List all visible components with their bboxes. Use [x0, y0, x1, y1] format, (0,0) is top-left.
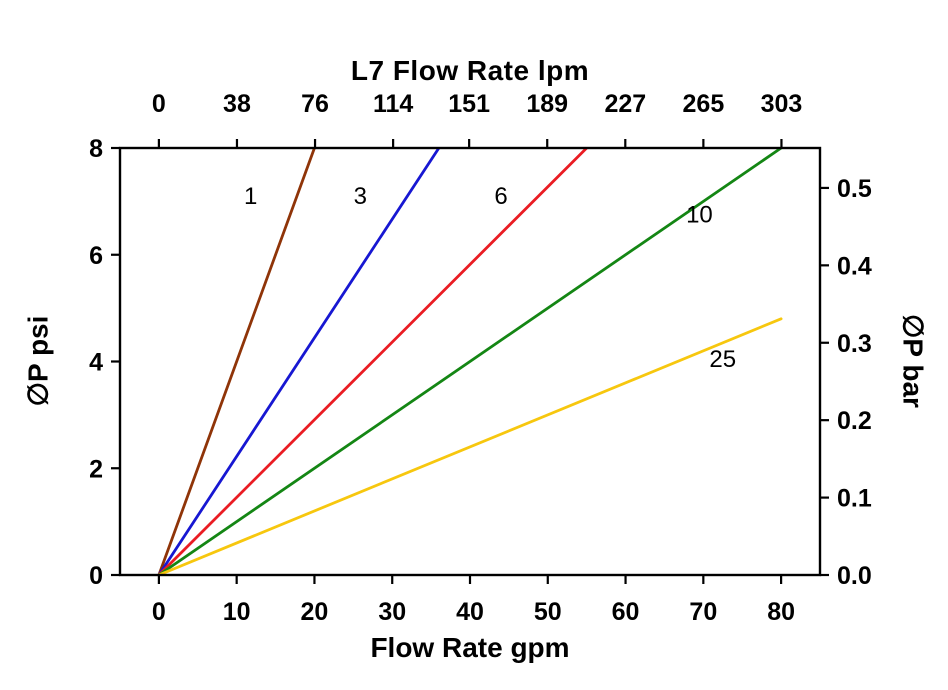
series-label-6: 6 — [494, 183, 507, 210]
x-bottom-tick-label: 80 — [767, 598, 795, 626]
y-right-tick-label: 0.1 — [837, 485, 872, 513]
x-axis-label-bottom: Flow Rate gpm — [370, 632, 570, 663]
x-top-tick-label: 76 — [301, 90, 329, 118]
y-left-tick-label: 8 — [89, 135, 103, 163]
x-top-tick-label: 151 — [448, 90, 490, 118]
y-axis-label-left: ∅P psi — [22, 315, 54, 407]
y-left-tick-label: 6 — [89, 242, 103, 270]
series-label-3: 3 — [354, 183, 367, 210]
x-bottom-tick-label: 0 — [152, 598, 166, 626]
x-bottom-tick-label: 10 — [223, 598, 251, 626]
y-right-tick-label: 0.3 — [837, 330, 872, 358]
series-line-10 — [157, 148, 783, 575]
series-label-1: 1 — [244, 183, 257, 210]
x-bottom-tick-label: 50 — [534, 598, 562, 626]
x-top-tick-label: 114 — [373, 90, 413, 118]
series-line-25 — [157, 317, 783, 575]
series-group — [157, 148, 783, 575]
x-bottom-tick-label: 20 — [301, 598, 329, 626]
x-bottom-tick-label: 60 — [612, 598, 640, 626]
y-axis-label-right: ∅P bar — [897, 314, 929, 408]
x-top-tick-label: 303 — [761, 90, 803, 118]
chart-title: L7 Flow Rate lpm — [350, 55, 590, 86]
y-right-tick-label: 0.5 — [837, 175, 872, 203]
y-right-tick-label: 0.2 — [837, 407, 872, 435]
y-left-tick-label: 2 — [89, 455, 103, 483]
x-top-tick-label: 265 — [683, 90, 725, 118]
y-left-tick-label: 4 — [89, 349, 103, 377]
series-label-25: 25 — [709, 346, 736, 373]
series-label-10: 10 — [686, 202, 713, 229]
y-left-tick-label: 0 — [89, 562, 103, 590]
x-bottom-tick-label: 70 — [689, 598, 717, 626]
x-top-tick-label: 38 — [223, 90, 251, 118]
series-line-1 — [157, 148, 316, 575]
series-line-6 — [157, 148, 589, 575]
x-top-tick-label: 0 — [152, 90, 166, 118]
x-top-tick-label: 189 — [526, 90, 568, 118]
series-line-3 — [157, 148, 441, 575]
x-bottom-tick-label: 30 — [378, 598, 406, 626]
y-right-tick-label: 0.4 — [837, 252, 872, 280]
x-bottom-tick-label: 40 — [456, 598, 484, 626]
y-right-tick-label: 0.0 — [837, 562, 872, 590]
x-top-tick-label: 227 — [604, 90, 646, 118]
